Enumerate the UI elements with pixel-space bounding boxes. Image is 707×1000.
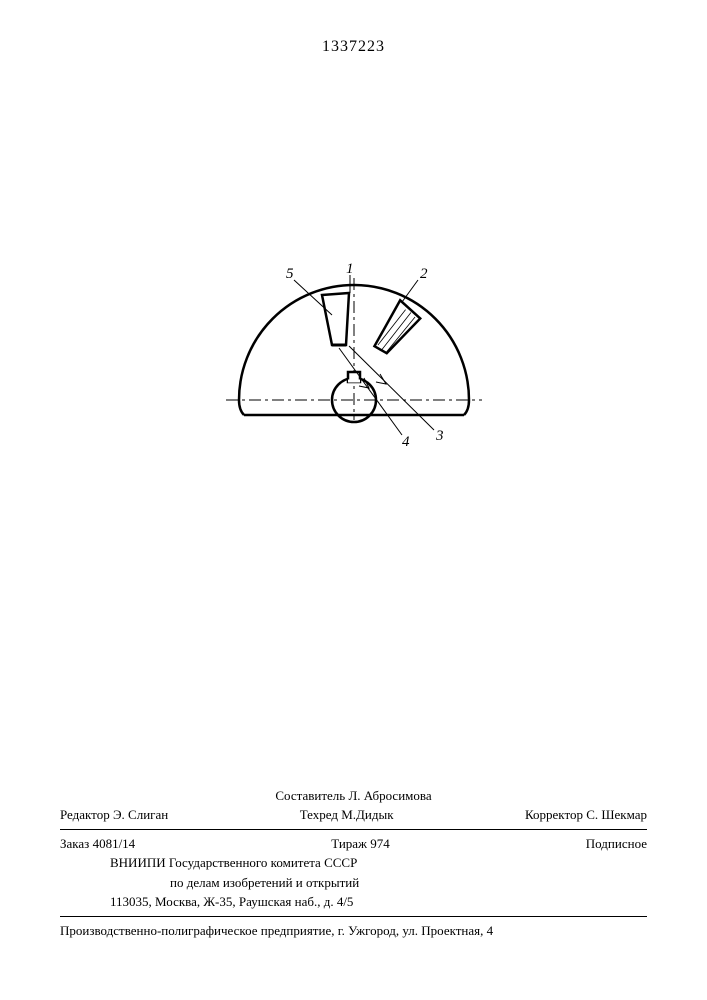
order-label: Заказ — [60, 836, 89, 851]
corrector-name: С. Шекмар — [586, 807, 647, 822]
divider — [60, 829, 647, 830]
corrector-label: Корректор — [525, 807, 583, 822]
techred-name: М.Дидык — [341, 807, 393, 822]
print-run-label: Тираж — [331, 836, 367, 851]
org-address: 113035, Москва, Ж-35, Раушская наб., д. … — [60, 892, 647, 912]
compiler-label: Составитель — [275, 788, 345, 803]
svg-text:4: 4 — [402, 434, 410, 450]
printer-line: Производственно-полиграфическое предприя… — [60, 921, 647, 941]
compiler-name: Л. Абросимова — [348, 788, 431, 803]
editor-name: Э. Слиган — [113, 807, 168, 822]
svg-text:1: 1 — [346, 261, 354, 277]
org-line2: по делам изобретений и открытий — [60, 873, 647, 893]
page-number: 1337223 — [322, 38, 385, 56]
subscription: Подписное — [586, 834, 647, 854]
editor-label: Редактор — [60, 807, 110, 822]
svg-text:3: 3 — [435, 428, 444, 444]
svg-text:2: 2 — [420, 266, 428, 282]
print-run-value: 974 — [370, 836, 390, 851]
svg-text:5: 5 — [286, 266, 294, 282]
order-value: 4081/14 — [93, 836, 136, 851]
divider — [60, 916, 647, 917]
imprint-footer: Составитель Л. Абросимова Редактор Э. Сл… — [60, 786, 647, 941]
techred-label: Техред — [300, 807, 338, 822]
org-line1: ВНИИПИ Государственного комитета СССР — [60, 853, 647, 873]
technical-figure: 5 1 2 3 4 — [204, 260, 504, 475]
